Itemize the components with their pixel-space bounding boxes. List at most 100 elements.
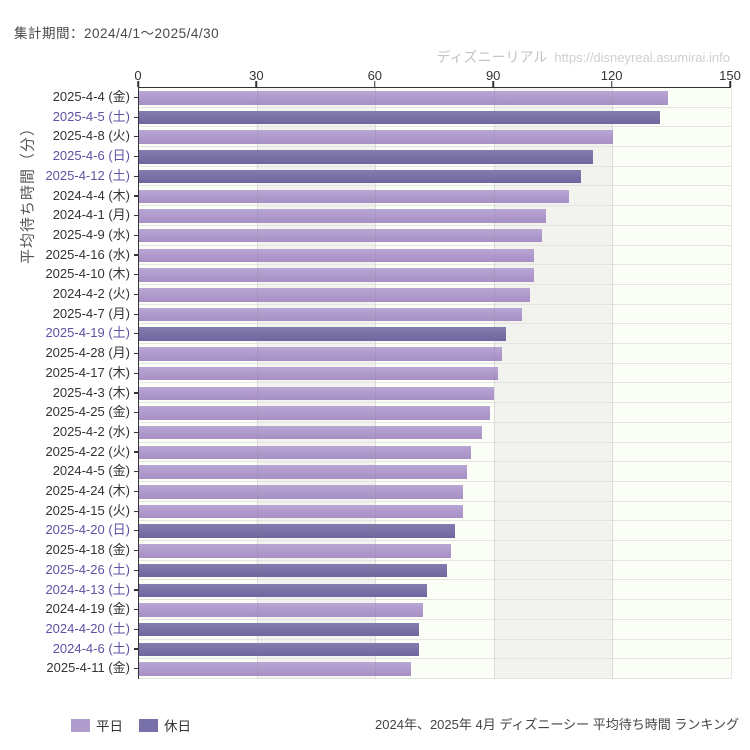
table-row [139,167,731,187]
table-row [139,305,731,325]
watermark-brand: ディズニーリアル [436,49,548,65]
wait-time-bar[interactable] [139,150,593,164]
wait-time-bar[interactable] [139,327,507,341]
table-row [139,423,731,443]
wait-time-bar[interactable] [139,288,530,302]
wait-time-bar[interactable] [139,465,467,479]
x-axis-tick-label: 30 [249,68,264,83]
y-axis-tick [134,589,138,591]
table-row [139,502,731,522]
legend-item-holiday[interactable]: 休日 [139,715,191,735]
date-label: 2025-4-28 (月) [45,345,130,361]
wait-time-bar[interactable] [139,110,660,125]
plot-band [257,88,376,679]
wait-time-bar[interactable] [139,248,534,263]
y-axis-tick [134,116,138,118]
y-axis-tick [134,412,138,414]
table-row [139,640,731,660]
wait-time-bar[interactable] [139,169,582,184]
wait-time-bar[interactable] [139,91,668,105]
wait-time-bar[interactable] [139,189,570,203]
table-row [139,108,731,128]
date-label: 2024-4-19 (金) [45,601,130,617]
date-label: 2024-4-1 (月) [52,207,130,223]
y-axis-tick [134,313,138,315]
y-axis-tick [134,609,138,611]
date-label: 2025-4-10 (木) [45,266,130,282]
date-label: 2025-4-3 (木) [52,384,130,400]
wait-time-bar[interactable] [139,504,463,519]
wait-time-bar[interactable] [139,544,451,558]
date-label: 2025-4-26 (土) [45,561,130,577]
date-label: 2024-4-2 (火) [52,286,130,301]
gridline [375,88,377,679]
wait-time-bar[interactable] [139,347,503,361]
table-row [139,206,731,226]
wait-time-bar[interactable] [139,622,420,637]
table-row [139,482,731,502]
legend-item-weekday[interactable]: 平日 [71,715,123,735]
watermark: ディズニーリアル https://disneyreal.asumirai.info [437,47,730,67]
x-axis-tick [374,81,376,87]
gridline [493,88,495,679]
wait-time-bar[interactable] [139,268,534,282]
wait-time-bar[interactable] [139,366,499,381]
wait-time-bar[interactable] [139,642,420,657]
x-axis-tick-label: 90 [485,68,501,83]
wait-time-bar[interactable] [139,406,491,420]
table-row [139,443,731,463]
x-axis-tick [492,81,494,87]
wait-time-bar[interactable] [139,524,455,538]
wait-time-bar[interactable] [139,425,483,440]
date-label: 2025-4-7 (月) [52,305,130,321]
date-label: 2025-4-2 (水) [52,423,130,439]
table-row [139,265,731,285]
wait-time-bar[interactable] [139,209,546,223]
y-axis-tick [134,136,138,138]
date-label: 2025-4-17 (木) [45,364,130,380]
date-label: 2025-4-11 (金) [46,660,130,676]
x-axis-tick [255,81,258,87]
aggregation-period-label: 集計期間：2024/4/1～2025/4/30 [14,26,220,41]
y-axis-tick [134,451,138,453]
y-axis-tick [134,668,138,670]
table-row [139,541,731,561]
wait-time-bar[interactable] [139,583,428,597]
x-axis-tick-label: 150 [719,68,741,83]
wait-time-bar[interactable] [139,662,412,676]
y-axis-tick [134,293,138,296]
table-row [139,246,731,266]
table-row [139,127,731,148]
date-label: 2025-4-9 (水) [52,226,130,242]
date-label: 2025-4-6 (日) [52,148,130,164]
plot-band [375,88,495,679]
wait-time-bar[interactable] [139,485,463,499]
date-label: 2025-4-5 (土) [52,108,130,124]
wait-time-bar[interactable] [139,307,522,322]
wait-time-bar[interactable] [139,130,613,144]
x-axis-tick-label: 60 [367,68,383,83]
legend-swatch-weekday-icon [71,718,90,732]
watermark-url: https://disneyreal.asumirai.info [554,50,730,65]
table-row [139,384,731,404]
wait-time-bar[interactable] [139,563,447,578]
date-label: 2025-4-18 (金) [45,542,130,558]
y-axis-tick [134,372,138,374]
plot-band [139,88,258,679]
table-row [139,600,731,620]
table-row [139,620,731,640]
date-label: 2025-4-22 (火) [45,443,130,459]
table-row [139,226,731,246]
wait-time-bar[interactable] [139,386,495,400]
y-axis-tick [134,195,138,197]
wait-time-bar[interactable] [139,445,471,460]
y-axis-tick [134,215,138,217]
wait-time-bar[interactable] [139,603,424,617]
y-axis-tick [134,569,138,571]
y-axis-tick [134,392,138,394]
date-label: 2024-4-4 (木) [52,187,130,203]
wait-time-bar[interactable] [139,228,542,243]
date-label: 2024-4-5 (金) [52,463,130,479]
x-axis-tick-label: 0 [134,68,142,83]
